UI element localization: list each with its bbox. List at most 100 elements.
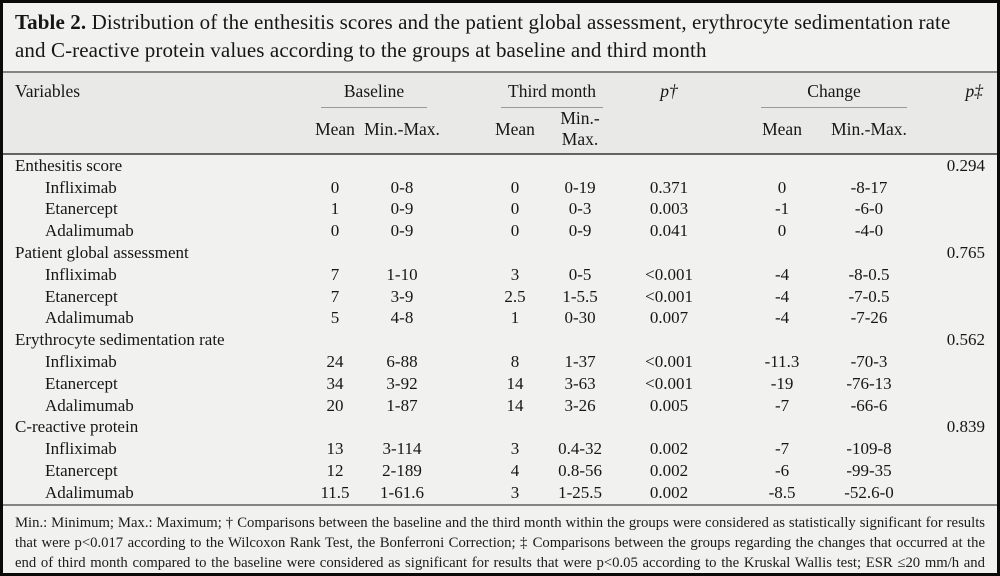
- empty-cell: [617, 417, 721, 439]
- empty-cell: [921, 351, 997, 373]
- t-mean-value: 2.5: [504, 286, 526, 306]
- treatment-row: Infliximab 0 0-8 0 0-19 0.371 0 -8-17: [3, 177, 997, 199]
- empty-cell: [307, 153, 363, 177]
- t-mean-value: 3: [510, 264, 520, 284]
- spacer-cell: [721, 264, 747, 286]
- t-minmax-value: 0-9: [568, 221, 592, 241]
- t-mean-value: 0: [510, 177, 520, 197]
- c-minmax-value: -99-35: [846, 461, 892, 481]
- spacer-cell: [721, 351, 747, 373]
- treatment-row: Infliximab 24 6-88 8 1-37 <0.001 -11.3 -70-3: [3, 351, 997, 373]
- c-mean-value: 0: [777, 221, 787, 241]
- p1-value: <0.001: [645, 373, 693, 393]
- treatment-label: Infliximab: [45, 439, 117, 459]
- empty-cell: [921, 199, 997, 221]
- p-double-dagger-value: 0.839: [946, 417, 986, 437]
- t-mean-value: 1: [510, 308, 520, 328]
- treatment-label: Adalimumab: [45, 395, 134, 415]
- spacer-cell: [721, 482, 747, 504]
- spacer-cell: [721, 177, 747, 199]
- empty-cell: [307, 242, 363, 264]
- column-group-third-month-label: Third month: [501, 81, 604, 108]
- empty-cell: [487, 417, 543, 439]
- b-minmax-value: 1-61.6: [380, 482, 424, 502]
- empty-cell: [817, 242, 921, 264]
- spacer-cell: [721, 460, 747, 482]
- t-minmax-value: 0-3: [568, 199, 592, 219]
- c-minmax-value: -8-0.5: [848, 264, 890, 284]
- b-mean-value: 34: [326, 373, 344, 393]
- b-mean-value: 1: [330, 199, 340, 219]
- t-mean-value: 0: [510, 199, 520, 219]
- treatment-label: Adalimumab: [45, 308, 134, 328]
- empty-cell: [487, 329, 543, 351]
- b-mean-value: 0: [330, 221, 340, 241]
- column-header-baseline-minmax: Min.-Max.: [364, 118, 440, 139]
- p-double-dagger-value: 0.294: [921, 153, 997, 177]
- c-mean-value: -7: [774, 439, 790, 459]
- spacer-cell: [721, 220, 747, 242]
- t-minmax-value: 1-37: [564, 352, 596, 372]
- empty-cell: [921, 460, 997, 482]
- section-header-row: C-reactive protein 0.839: [3, 417, 997, 439]
- column-group-baseline: Baseline: [307, 73, 441, 108]
- spacer-cell: [441, 395, 487, 417]
- section-header-row: Erythrocyte sedimentation rate 0.562: [3, 329, 997, 351]
- p1-value: <0.001: [645, 286, 693, 306]
- c-mean-value: -19: [770, 373, 794, 393]
- section-header-row: Enthesitis score 0.294: [3, 153, 997, 177]
- c-minmax-value: -8-17: [850, 177, 888, 197]
- b-mean-value: 7: [330, 286, 340, 306]
- empty-cell: [921, 308, 997, 330]
- empty-cell: [543, 417, 617, 439]
- b-mean-value: 24: [326, 352, 344, 372]
- c-minmax-value: -109-8: [846, 439, 892, 459]
- spacer-cell: [441, 153, 488, 177]
- column-header-change-mean: Mean: [762, 118, 802, 139]
- spacer-cell: [721, 395, 747, 417]
- c-minmax-value: -52.6-0: [844, 482, 894, 502]
- spacer-cell: [441, 73, 487, 154]
- empty-cell: [817, 417, 921, 439]
- column-group-third-month: Third month: [487, 73, 617, 108]
- c-mean-value: -11.3: [764, 352, 800, 372]
- t-minmax-value: 0-5: [568, 264, 592, 284]
- treatment-row: Adalimumab 0 0-9 0 0-9 0.041 0 -4-0: [3, 220, 997, 242]
- column-header-change-minmax: Min.-Max.: [831, 118, 907, 139]
- p-double-dagger-value: 0.765: [946, 243, 986, 263]
- b-minmax-value: 4-8: [390, 308, 414, 328]
- table-body: Enthesitis score 0.294 Infliximab 0 0-8 0 0-19…: [3, 153, 997, 504]
- column-group-baseline-label: Baseline: [321, 81, 428, 108]
- spacer-cell: [441, 482, 487, 504]
- b-mean-value: 5: [330, 308, 340, 328]
- c-minmax-value: -4-0: [854, 221, 884, 241]
- empty-cell: [747, 329, 817, 351]
- t-minmax-value: 1-25.5: [558, 482, 602, 502]
- table-header: Variables Baseline Third month p† Change…: [3, 73, 997, 154]
- treatment-row: Etanercept 34 3-92 14 3-63 <0.001 -19 -76-13: [3, 373, 997, 395]
- spacer-cell: [441, 373, 487, 395]
- spacer-cell: [441, 351, 487, 373]
- c-mean-value: -8.5: [768, 482, 796, 502]
- empty-cell: [363, 242, 441, 264]
- treatment-label: Adalimumab: [45, 221, 134, 241]
- section-label: Patient global assessment: [15, 243, 189, 263]
- column-header-variables: Variables: [15, 81, 81, 101]
- spacer-cell: [441, 199, 487, 221]
- c-mean-value: -6: [774, 461, 790, 481]
- t-minmax-value: 0.8-56: [558, 461, 602, 481]
- subheader-row: Mean Min.-Max. Mean Min.-Max. Mean Min.-…: [3, 108, 997, 154]
- spacer-cell: [721, 373, 747, 395]
- footnote: Min.: Minimum; Max.: Maximum; † Comparis…: [3, 503, 997, 573]
- group-header-row: Variables Baseline Third month p† Change…: [3, 73, 997, 108]
- column-group-change: Change: [747, 73, 921, 108]
- b-minmax-value: 1-87: [386, 395, 418, 415]
- c-mean-value: -1: [774, 199, 790, 219]
- spacer-cell: [441, 286, 487, 308]
- t-minmax-value: 0-19: [564, 177, 596, 197]
- empty-cell: [747, 417, 817, 439]
- table-number-label: Table 2.: [15, 10, 87, 34]
- p1-value: 0.041: [649, 221, 689, 241]
- empty-cell: [543, 242, 617, 264]
- b-mean-value: 20: [326, 395, 344, 415]
